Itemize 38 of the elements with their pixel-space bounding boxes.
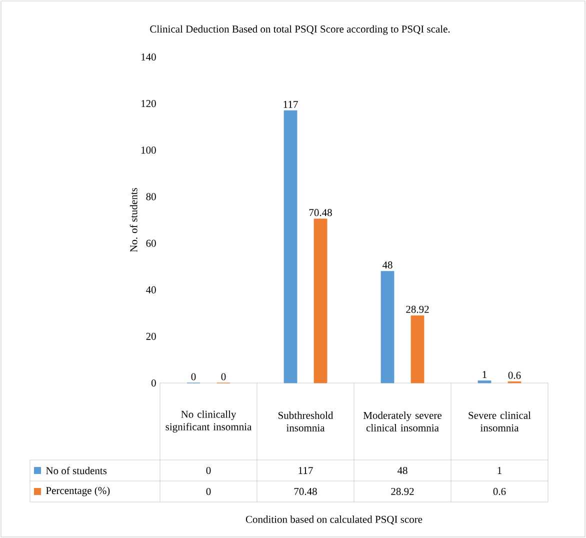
bar (478, 380, 492, 384)
legend-label: No of students (46, 466, 107, 474)
data-label: 117 (284, 100, 298, 108)
text: 48 (397, 466, 408, 474)
bar (314, 218, 328, 384)
y-tick-label: 60 (146, 240, 156, 247)
text: 117 (298, 467, 313, 474)
x-tick-label: Moderately severe clinical insomnia (363, 412, 442, 432)
text: 28.92 (391, 488, 414, 496)
y-tick-label: 100 (141, 146, 156, 154)
x-tick-label: Severe clinical insomnia (468, 412, 531, 432)
bar (410, 315, 424, 384)
text: Condition based on calculated PSQI score (246, 515, 422, 524)
data-label: 28.92 (406, 306, 429, 313)
data-label: 0 (221, 373, 226, 380)
bar (380, 271, 394, 384)
x-tick-label: Subthreshold insomnia (278, 412, 334, 432)
text: 0 (206, 466, 211, 474)
y-tick-label: 120 (141, 100, 156, 108)
legend-label: Percentage (%) (46, 486, 110, 496)
text: 70.48 (294, 488, 317, 496)
data-label: 70.48 (309, 209, 332, 216)
text: 0.6 (493, 488, 506, 496)
y-tick-label: 140 (141, 53, 156, 61)
y-axis-title: No. of students (130, 188, 138, 252)
y-tick-label: 80 (146, 193, 156, 200)
y-tick-label: 20 (146, 332, 156, 340)
x-tick-label: No clinically significant insomnia (166, 410, 252, 433)
y-tick-label: 0 (151, 379, 156, 387)
text: 0 (206, 488, 211, 496)
data-label: 1 (482, 371, 487, 378)
data-label: 0 (191, 373, 196, 380)
text: 1 (498, 467, 502, 474)
chart-title: Clinical Deduction Based on total PSQI Score according to PSQI scale. (150, 25, 450, 35)
y-tick-label: 40 (146, 286, 156, 294)
bar (284, 110, 298, 384)
data-label: 48 (382, 261, 392, 269)
data-label: 0.6 (508, 372, 521, 379)
